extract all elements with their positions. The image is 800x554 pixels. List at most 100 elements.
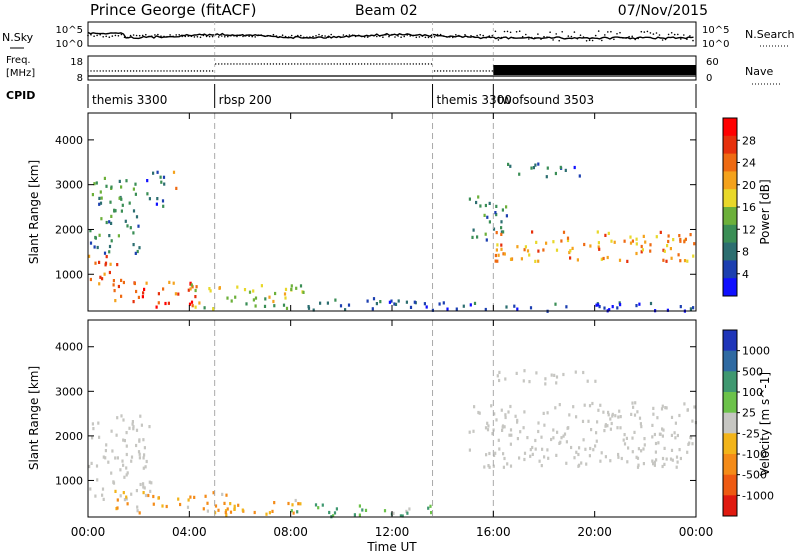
noise-search-dot	[245, 34, 247, 36]
power-cell	[494, 211, 497, 215]
nave-dot	[324, 63, 326, 65]
power-cell	[132, 187, 135, 191]
nave-dot	[248, 63, 250, 65]
power-cell	[168, 280, 171, 284]
noise-search-dot	[309, 36, 311, 38]
velocity-cell	[299, 502, 302, 506]
power-cell	[103, 251, 107, 255]
velocity-cell	[473, 405, 476, 409]
velocity-cell	[663, 462, 666, 466]
velocity-cell	[563, 432, 567, 436]
velocity-cell	[656, 416, 659, 420]
velocity-cell	[661, 404, 664, 408]
nave-dot	[318, 63, 320, 65]
velocity-cell	[131, 420, 134, 424]
velocity-cell	[679, 456, 682, 461]
velocity-cell	[226, 507, 229, 511]
power-cell	[672, 238, 675, 242]
power-cell	[162, 204, 165, 208]
noise-search-dot	[382, 36, 384, 38]
cpid-segment-label: twofsound 3503	[497, 93, 594, 107]
power-cell	[611, 305, 614, 309]
velocity-colorbar-swatch	[723, 330, 737, 352]
noise-search-dot	[525, 33, 527, 36]
velocity-cell	[110, 471, 113, 475]
power-cell	[172, 281, 175, 285]
power-cell	[589, 244, 592, 248]
velocity-cell	[574, 370, 577, 374]
noise-search-dot	[105, 35, 107, 38]
velocity-cell	[643, 443, 646, 447]
velocity-cell	[544, 377, 547, 381]
power-cell	[500, 230, 503, 234]
nave-dot	[354, 63, 357, 65]
power-colorbar-tick-label: 12	[742, 223, 756, 236]
power-cell	[290, 284, 293, 288]
power-cell	[677, 253, 680, 257]
power-cell	[597, 241, 600, 245]
power-cell	[134, 182, 137, 186]
noise-search-dot	[418, 36, 421, 38]
velocity-cell	[206, 509, 209, 513]
velocity-cell	[105, 443, 108, 447]
velocity-cell	[142, 485, 145, 489]
velocity-cell	[559, 440, 562, 444]
power-cell	[618, 301, 621, 305]
noise-search-dot	[318, 33, 320, 36]
nave-dot	[409, 63, 411, 65]
velocity-cell	[661, 427, 664, 431]
nave-dot	[208, 70, 211, 72]
power-colorbar-swatch	[723, 118, 737, 137]
velocity-cell	[510, 433, 513, 437]
velocity-colorbar-tick-label: -1000	[742, 489, 774, 502]
velocity-cell	[287, 501, 290, 506]
noise-search-dot	[135, 34, 138, 37]
nave-dot	[309, 63, 311, 65]
velocity-cell	[317, 506, 320, 510]
velocity-cell	[522, 426, 525, 430]
velocity-cell	[122, 418, 125, 422]
nave-dot	[421, 63, 424, 65]
power-colorbar-tick-label: 24	[742, 157, 756, 170]
noise-series	[87, 30, 694, 42]
velocity-cell	[630, 412, 633, 416]
nave-dot	[479, 70, 481, 72]
noise-search-dot	[214, 33, 217, 36]
nave-dot	[443, 70, 445, 72]
velocity-cell	[392, 511, 395, 515]
velocity-cell	[121, 459, 124, 463]
nave-dot	[330, 63, 332, 65]
power-cell	[110, 239, 113, 243]
noise-search-dot	[473, 36, 475, 39]
power-cell	[105, 184, 108, 188]
noise-left-tick-bottom: 10^0	[56, 39, 83, 50]
velocity-cell	[673, 431, 676, 435]
power-cell	[264, 297, 267, 301]
velocity-cell	[297, 502, 300, 506]
nave-dot	[294, 63, 296, 65]
noise-search-dot	[534, 37, 536, 39]
velocity-cell	[657, 441, 660, 445]
velocity-cell	[89, 487, 92, 491]
power-cell	[560, 239, 563, 243]
velocity-cell	[683, 402, 686, 406]
power-cell	[236, 285, 239, 289]
nave-dot	[224, 63, 226, 65]
noise-search-dot	[293, 36, 296, 39]
power-cell	[635, 237, 638, 241]
velocity-cell	[651, 423, 654, 427]
velocity-cell	[501, 428, 504, 432]
velocity-cell	[125, 466, 128, 470]
power-cell	[438, 302, 441, 306]
nave-dot	[233, 63, 235, 65]
power-cell	[495, 204, 498, 208]
velocity-cell	[138, 438, 141, 442]
noise-search-dot	[506, 30, 509, 33]
y-tick-label: 4000	[55, 341, 83, 354]
noise-search-dot	[646, 30, 649, 33]
power-cell	[669, 247, 672, 251]
noise-search-dot	[576, 37, 579, 40]
nave-dot	[321, 63, 323, 65]
noise-search-dot	[184, 35, 187, 38]
